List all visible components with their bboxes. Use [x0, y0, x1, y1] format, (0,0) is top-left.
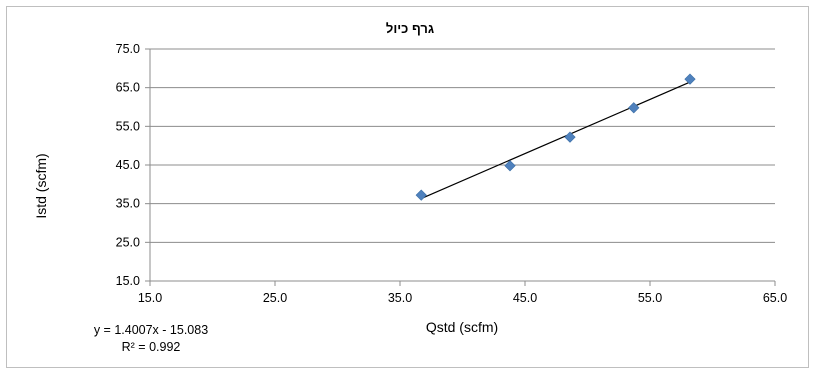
trendline-line [421, 81, 691, 200]
x-tick-label: 25.0 [263, 291, 287, 305]
x-axis-title: Qstd (scfm) [426, 319, 498, 335]
y-tick-label: 45.0 [116, 158, 140, 172]
axes [145, 48, 776, 286]
x-tick-label: 35.0 [388, 291, 412, 305]
trendline [421, 81, 691, 200]
chart-title: גרף כיול [386, 21, 434, 36]
y-tick-label: 25.0 [116, 235, 140, 249]
data-points [415, 73, 696, 201]
y-tick-label: 35.0 [116, 197, 140, 211]
x-tick-label: 65.0 [763, 291, 787, 305]
data-point [415, 189, 427, 201]
y-tick-labels: 15.0 25.0 35.0 45.0 55.0 65.0 75.0 [116, 42, 140, 288]
trendline-equation: y = 1.4007x - 15.083 [94, 323, 208, 337]
chart-frame [6, 6, 809, 368]
gridlines [150, 48, 775, 243]
y-tick-label: 15.0 [116, 274, 140, 288]
y-tick-label: 75.0 [116, 42, 140, 56]
x-tick-labels: 15.0 25.0 35.0 45.0 55.0 65.0 [138, 291, 787, 305]
data-point [504, 160, 516, 172]
y-tick-label: 65.0 [116, 81, 140, 95]
y-axis-title: Istd (scfm) [33, 153, 49, 218]
data-point [684, 73, 696, 85]
x-tick-label: 55.0 [638, 291, 662, 305]
y-tick-label: 55.0 [116, 119, 140, 133]
r-squared-label: R² = 0.992 [122, 340, 181, 354]
data-point [564, 131, 576, 143]
x-tick-label: 45.0 [513, 291, 537, 305]
x-tick-label: 15.0 [138, 291, 162, 305]
data-point [628, 102, 640, 114]
